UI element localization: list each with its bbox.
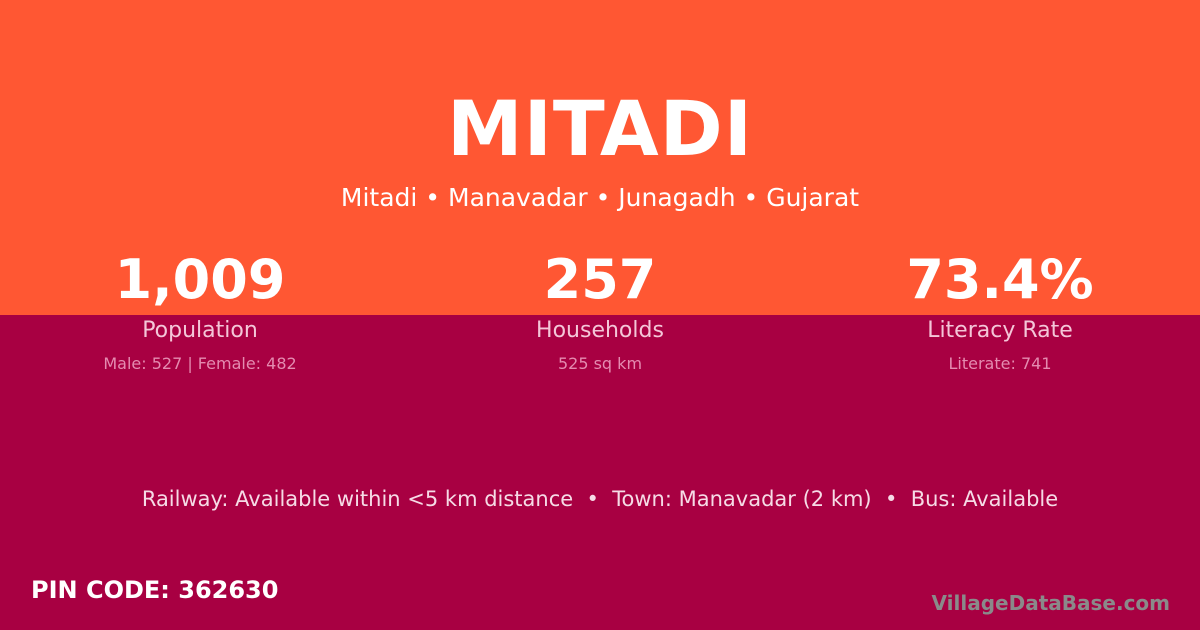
village-title: MITADI [446,84,754,173]
stat-literacy: 73.4% Literacy Rate Literate: 741 [800,248,1200,374]
stat-value: 73.4% [906,248,1094,311]
stat-households: 257 Households 525 sq km [400,248,800,374]
watermark: VillageDataBase.com [931,591,1170,615]
location-breadcrumb: Mitadi • Manavadar • Junagadh • Gujarat [340,183,860,212]
stat-label: Households [536,318,664,343]
stat-value: 1,009 [114,248,286,311]
pin-code: PIN CODE: 362630 [31,576,279,604]
stat-detail: 525 sq km [557,354,643,373]
stat-population: 1,009 Population Male: 527 | Female: 482 [0,248,400,374]
stat-label: Literacy Rate [927,318,1073,343]
stat-detail: Male: 527 | Female: 482 [103,354,297,373]
connectivity-info: Railway: Available within <5 km distance… [141,487,1059,511]
stat-detail: Literate: 741 [948,354,1052,373]
header-band [0,0,1200,315]
stat-label: Population [142,318,258,343]
stat-value: 257 [543,248,657,311]
